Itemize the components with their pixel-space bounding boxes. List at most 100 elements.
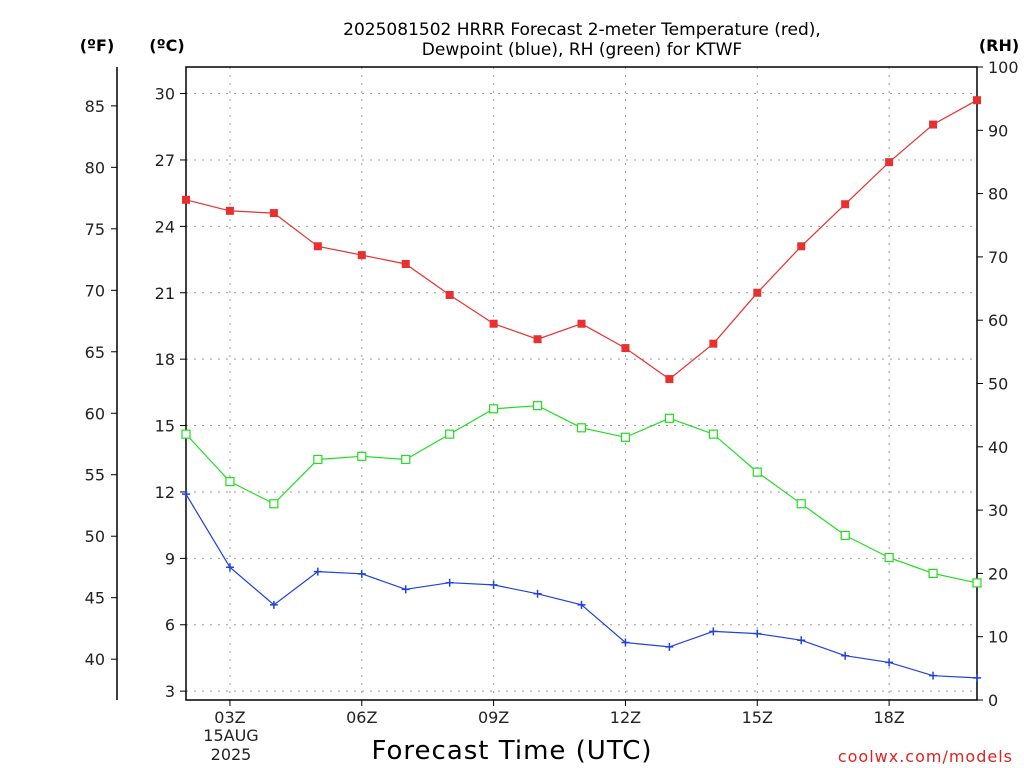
fahrenheit-tick-label: 50 bbox=[85, 527, 105, 546]
temperature-point bbox=[269, 209, 278, 218]
dewpoint-point bbox=[182, 490, 190, 499]
rh-tick-label: 40 bbox=[988, 438, 1008, 457]
rh-point bbox=[181, 429, 191, 439]
dewpoint-point bbox=[885, 658, 894, 667]
fahrenheit-tick-label: 80 bbox=[85, 158, 105, 177]
rh-tick-label: 20 bbox=[988, 564, 1008, 583]
celsius-tick-label: 27 bbox=[155, 151, 175, 170]
rh-unit-label: (RH) bbox=[979, 36, 1019, 55]
series-layer bbox=[181, 96, 982, 682]
celsius-tick-label: 15 bbox=[155, 417, 175, 436]
fahrenheit-tick-label: 85 bbox=[85, 97, 105, 116]
celsius-tick-label: 24 bbox=[155, 217, 175, 236]
temperature-point bbox=[313, 242, 322, 251]
rh-point bbox=[357, 451, 367, 461]
dewpoint-point bbox=[445, 578, 454, 587]
time-tick-label: 06Z bbox=[346, 708, 377, 727]
dewpoint-point bbox=[269, 600, 278, 609]
rh-tick-label: 70 bbox=[988, 248, 1008, 267]
temperature-point bbox=[885, 158, 894, 167]
time-tick-label: 12Z bbox=[610, 708, 641, 727]
x-axis-label: Forecast Time (UTC) bbox=[371, 736, 652, 766]
rh-point bbox=[532, 401, 543, 411]
fahrenheit-tick-label: 60 bbox=[85, 404, 105, 423]
dewpoint-point bbox=[797, 636, 806, 645]
temperature-point bbox=[753, 288, 762, 297]
celsius-tick-label: 18 bbox=[155, 350, 175, 369]
dewpoint-point bbox=[621, 638, 630, 647]
chart-title-line2: Dewpoint (blue), RH (green) for KTWF bbox=[422, 40, 742, 60]
rh-point bbox=[401, 454, 411, 465]
celsius-unit-label: (ºC) bbox=[149, 36, 184, 55]
dewpoint-point bbox=[357, 569, 366, 578]
fahrenheit-axis: 40 45 50 55 60 65 70 75 80 85 bbox=[85, 97, 117, 669]
chart-title-line1: 2025081502 HRRR Forecast 2-meter Tempera… bbox=[343, 20, 821, 40]
dewpoint-point bbox=[533, 589, 542, 598]
rh-tick-label: 0 bbox=[988, 691, 998, 710]
time-tick-label: 03Z bbox=[214, 708, 245, 727]
rh-tick-label: 50 bbox=[988, 375, 1008, 394]
celsius-tick-label: 12 bbox=[155, 483, 175, 502]
rh-point bbox=[972, 578, 982, 588]
dewpoint-point bbox=[753, 629, 762, 638]
dewpoint-series-line bbox=[185, 493, 978, 679]
dewpoint-point bbox=[665, 642, 674, 651]
dewpoint-point bbox=[709, 627, 718, 636]
temperature-point bbox=[929, 120, 938, 129]
dewpoint-point bbox=[401, 585, 410, 594]
temperature-point bbox=[709, 339, 718, 348]
dewpoint-point bbox=[489, 580, 498, 589]
temperature-point bbox=[841, 200, 850, 209]
temperature-point bbox=[665, 375, 674, 384]
fahrenheit-tick-label: 40 bbox=[85, 650, 105, 669]
temperature-point bbox=[182, 195, 190, 204]
temperature-point bbox=[357, 251, 366, 260]
temperature-point bbox=[489, 319, 498, 328]
fahrenheit-tick-label: 55 bbox=[85, 466, 105, 485]
rh-point bbox=[445, 429, 455, 439]
rh-point bbox=[752, 467, 762, 477]
rh-point bbox=[620, 432, 631, 442]
dewpoint-point bbox=[841, 651, 850, 660]
temperature-series-line bbox=[185, 99, 978, 380]
time-tick-label: 09Z bbox=[478, 708, 509, 727]
rh-tick-label: 80 bbox=[988, 185, 1008, 204]
rh-tick-label: 10 bbox=[988, 628, 1008, 647]
rh-tick-label: 60 bbox=[988, 311, 1008, 330]
credit-text: coolwx.com/models bbox=[838, 747, 1013, 766]
celsius-tick-label: 3 bbox=[165, 682, 175, 701]
temperature-point bbox=[401, 259, 410, 268]
celsius-tick-label: 9 bbox=[165, 549, 175, 568]
rh-point bbox=[489, 404, 499, 414]
dewpoint-point bbox=[577, 600, 586, 609]
time-tick-label: 18Z bbox=[873, 708, 904, 727]
celsius-tick-label: 6 bbox=[165, 616, 175, 635]
rh-point bbox=[313, 454, 323, 465]
temperature-point bbox=[445, 290, 454, 299]
temperature-point bbox=[973, 96, 981, 105]
rh-point bbox=[664, 413, 674, 423]
rh-tick-label: 30 bbox=[988, 501, 1008, 520]
fahrenheit-tick-label: 45 bbox=[85, 589, 105, 608]
rh-point bbox=[708, 429, 718, 439]
dewpoint-point bbox=[225, 563, 234, 572]
rh-axis: 0 10 20 30 40 50 60 70 80 90 100 bbox=[977, 58, 1019, 710]
temperature-point bbox=[225, 206, 234, 215]
rh-point bbox=[796, 499, 806, 509]
temperature-point bbox=[577, 319, 586, 328]
rh-tick-label: 90 bbox=[988, 121, 1008, 140]
rh-point bbox=[269, 499, 279, 509]
temperature-point bbox=[533, 335, 542, 344]
dewpoint-point bbox=[313, 567, 322, 576]
fahrenheit-tick-label: 70 bbox=[85, 281, 105, 300]
fahrenheit-tick-label: 75 bbox=[85, 220, 105, 239]
fahrenheit-tick-label: 65 bbox=[85, 343, 105, 362]
dewpoint-point bbox=[973, 673, 981, 682]
temperature-point bbox=[797, 242, 806, 251]
fahrenheit-unit-label: (ºF) bbox=[80, 36, 115, 55]
dewpoint-point bbox=[929, 671, 938, 680]
rh-point bbox=[225, 477, 235, 487]
temperature-point bbox=[621, 344, 630, 353]
celsius-tick-label: 30 bbox=[155, 85, 175, 104]
